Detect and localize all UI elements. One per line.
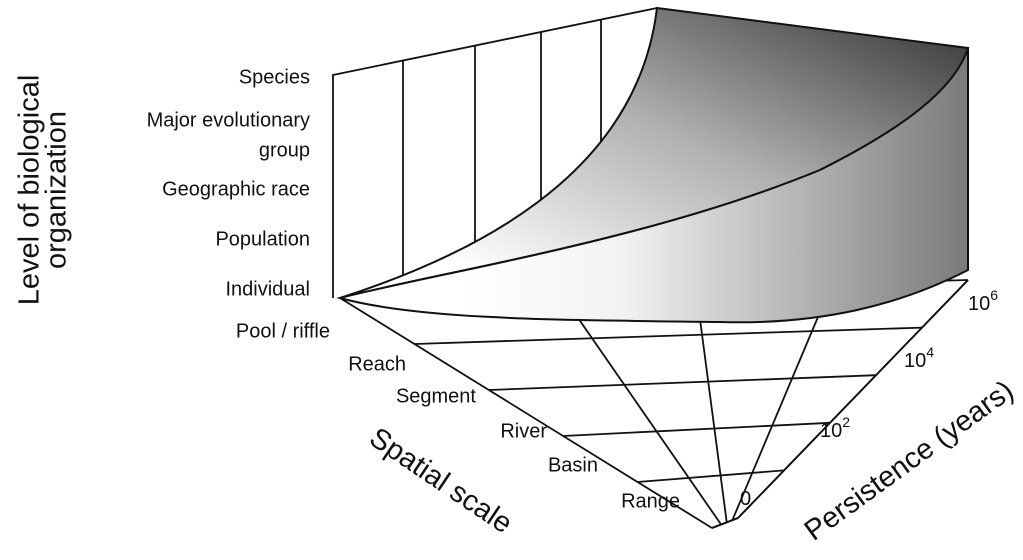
persistence-tick: 0: [740, 488, 751, 510]
spatial-label: Range: [621, 490, 680, 512]
floor-line: [488, 374, 877, 391]
floor-edge: [737, 279, 969, 519]
level-label: Geographic race: [162, 178, 310, 200]
persistence-axis-title: Persistence (years): [799, 375, 1020, 548]
tick-exponent: 4: [926, 344, 934, 360]
persistence-tick: 104: [904, 344, 934, 373]
floor-line: [731, 283, 833, 521]
level-label: group: [259, 139, 310, 161]
spatial-label: Reach: [348, 353, 406, 375]
floor-line: [414, 326, 923, 345]
persistence-tick: 102: [820, 414, 850, 443]
floor-edge: [711, 517, 739, 529]
tick-exponent: 6: [990, 287, 998, 303]
spatial-label: Pool / riffle: [236, 320, 330, 342]
level-label: Species: [239, 66, 310, 88]
y-axis-title-line: Level of biological: [13, 75, 45, 306]
tick-base: 10: [904, 350, 926, 372]
persistence-tick: 106: [968, 287, 998, 316]
surface-front: [336, 47, 969, 324]
y-axis-title: Level of biologicalorganization: [13, 75, 72, 306]
floor-line: [637, 469, 785, 483]
tick-exponent: 2: [842, 414, 850, 430]
floor-edge: [339, 297, 713, 529]
y-axis-title-line: organization: [40, 111, 72, 269]
spatial-label: Basin: [548, 454, 598, 476]
level-label: Population: [215, 228, 310, 250]
tick-base: 10: [820, 420, 842, 442]
tick-base: 10: [968, 293, 990, 315]
spatial-label: River: [500, 420, 547, 442]
level-label: Major evolutionary: [147, 109, 310, 131]
floor-line: [694, 287, 728, 523]
level-label: Individual: [225, 278, 310, 300]
floor-line: [563, 421, 831, 437]
spatial-axis-title: Spatial scale: [364, 422, 518, 540]
spatial-label: Segment: [396, 385, 476, 407]
tick-base: 0: [740, 488, 751, 510]
floor-grid: [339, 279, 969, 529]
floor-line: [559, 291, 722, 526]
